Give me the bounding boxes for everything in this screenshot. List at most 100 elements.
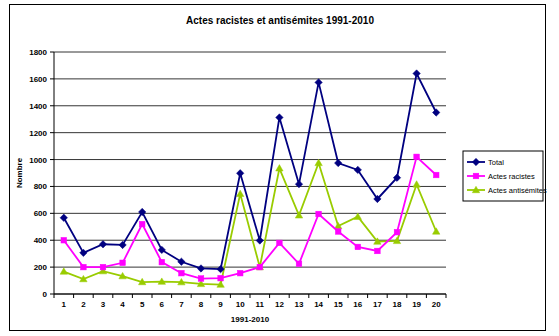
x-tick-mark <box>289 294 290 298</box>
marker <box>374 238 381 244</box>
marker <box>257 264 263 270</box>
grid-line <box>54 78 446 79</box>
marker <box>433 109 440 116</box>
marker <box>179 270 185 276</box>
marker <box>277 240 283 246</box>
legend-label: Actes antisémites <box>488 186 547 195</box>
x-tick-mark <box>406 294 407 298</box>
marker <box>159 259 165 265</box>
chart: Actes racistes et antisémites 1991-2010 0… <box>0 0 559 336</box>
chart-frame <box>10 5 546 331</box>
tick-label: 13 <box>295 300 304 309</box>
tick-mark <box>50 267 54 268</box>
marker <box>198 276 204 282</box>
tick-mark <box>50 52 54 53</box>
x-tick-mark <box>348 294 349 298</box>
marker <box>335 229 341 235</box>
tick-label: 9 <box>218 300 223 309</box>
tick-label: 800 <box>34 182 48 191</box>
tick-label: 19 <box>412 300 421 309</box>
marker <box>119 241 126 248</box>
legend-label: Total <box>488 158 504 167</box>
marker <box>178 278 185 284</box>
tick-label: 12 <box>275 300 284 309</box>
x-axis-label: 1991-2010 <box>231 315 270 324</box>
marker <box>393 174 400 181</box>
marker <box>237 270 243 276</box>
series-line <box>64 157 436 279</box>
tick-label: 5 <box>140 300 145 309</box>
tick-mark <box>50 213 54 214</box>
x-tick-mark <box>112 294 113 298</box>
tick-label: 3 <box>101 300 106 309</box>
marker <box>197 265 204 272</box>
x-tick-mark <box>308 294 309 298</box>
marker <box>237 190 244 196</box>
marker <box>61 237 67 243</box>
x-tick-mark <box>387 294 388 298</box>
x-tick-mark <box>93 294 94 298</box>
marker <box>394 229 400 235</box>
marker <box>158 278 165 284</box>
marker <box>315 159 322 165</box>
tick-mark <box>50 186 54 187</box>
marker <box>81 264 87 270</box>
legend-marker <box>472 186 479 192</box>
tick-label: 1800 <box>29 48 47 57</box>
grid-line <box>54 52 446 53</box>
marker <box>120 260 126 266</box>
grid-line <box>54 105 446 106</box>
marker <box>296 261 302 267</box>
x-tick-mark <box>367 294 368 298</box>
marker <box>139 208 146 215</box>
legend-marker <box>473 173 479 179</box>
tick-mark <box>50 294 54 295</box>
marker <box>100 264 106 270</box>
x-tick-mark <box>250 294 251 298</box>
marker <box>158 246 165 253</box>
marker <box>139 278 146 284</box>
marker <box>276 165 283 171</box>
legend-label: Actes racistes <box>488 172 535 181</box>
x-tick-mark <box>328 294 329 298</box>
marker <box>413 181 420 187</box>
marker <box>178 258 185 265</box>
marker <box>295 180 302 187</box>
tick-mark <box>50 78 54 79</box>
tick-mark <box>50 240 54 241</box>
marker <box>315 79 322 86</box>
x-tick-mark <box>73 294 74 298</box>
tick-label: 11 <box>256 300 265 309</box>
marker <box>218 275 224 281</box>
tick-label: 200 <box>34 263 48 272</box>
title: Actes racistes et antisémites 1991-2010 <box>186 15 374 26</box>
marker <box>295 212 302 218</box>
marker <box>139 221 145 227</box>
marker <box>60 268 67 274</box>
marker <box>354 166 361 173</box>
grid-line <box>54 267 446 268</box>
x-tick-mark <box>426 294 427 298</box>
x-tick-mark <box>132 294 133 298</box>
marker <box>119 272 126 278</box>
marker <box>237 170 244 177</box>
x-tick-mark <box>446 294 447 298</box>
grid-line <box>54 186 446 187</box>
marker <box>413 70 420 77</box>
x-tick-mark <box>269 294 270 298</box>
tick-label: 18 <box>393 300 402 309</box>
tick-label: 1400 <box>29 102 47 111</box>
tick-label: 10 <box>236 300 245 309</box>
tick-label: 1000 <box>29 156 47 165</box>
marker <box>99 241 106 248</box>
tick-label: 0 <box>43 290 48 299</box>
tick-mark <box>50 132 54 133</box>
marker <box>335 222 342 228</box>
marker <box>414 154 420 160</box>
marker <box>355 244 361 250</box>
marker <box>433 172 439 178</box>
marker <box>335 159 342 166</box>
x-tick-mark <box>152 294 153 298</box>
x-tick-mark <box>171 294 172 298</box>
tick-label: 1 <box>62 300 67 309</box>
